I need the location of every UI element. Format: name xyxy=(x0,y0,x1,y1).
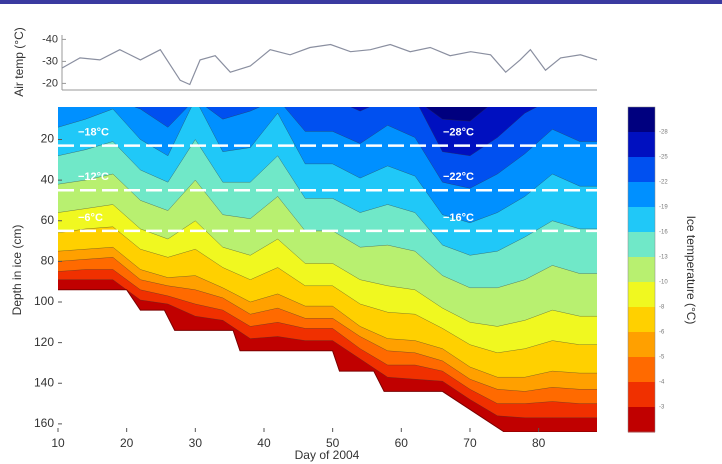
colorbar-band xyxy=(628,157,655,183)
colorbar-tick-label: -8 xyxy=(659,305,665,311)
colorbar-tick-label: -6 xyxy=(659,330,665,336)
colorbar-band xyxy=(628,232,655,258)
colorbar-tick-label: -10 xyxy=(659,280,668,286)
colorbar-tick-label: -13 xyxy=(659,255,668,261)
y-axis-label: Depth in ice (cm) xyxy=(10,225,24,316)
y-tick-label: 80 xyxy=(41,254,55,268)
colorbar-band xyxy=(628,307,655,333)
y-tick-label: 140 xyxy=(34,375,54,389)
contour-plot xyxy=(58,107,597,432)
isotherm-line xyxy=(58,257,597,392)
colorbar-band xyxy=(628,357,655,383)
x-tick-label: 50 xyxy=(326,436,340,450)
x-axis-label: Day of 2004 xyxy=(295,448,360,462)
reference-label: −18°C xyxy=(78,127,109,139)
colorbar-tick-label: -19 xyxy=(659,205,668,211)
y-tick-label: 20 xyxy=(41,132,55,146)
y-tick-label: 60 xyxy=(41,213,55,227)
isotherm-line xyxy=(350,107,538,157)
x-tick-label: 80 xyxy=(532,436,546,450)
colorbar-band xyxy=(628,332,655,358)
y-tick-label: 100 xyxy=(34,294,54,308)
isotherm-line xyxy=(58,204,597,327)
x-tick-label: 20 xyxy=(120,436,134,450)
y-tick-label: -40 xyxy=(42,33,58,45)
y-tick-label: 160 xyxy=(34,416,54,430)
colorbar-band xyxy=(628,107,655,133)
colorbar-frame xyxy=(627,106,656,433)
colorbar-band xyxy=(628,182,655,208)
air-temp-label: Air temp (°C) xyxy=(12,27,26,96)
colorbar-label: Ice temperature (°C) xyxy=(684,216,698,325)
colorbar-tick-label: -16 xyxy=(659,230,668,236)
colorbar-tick-label: -5 xyxy=(659,355,665,361)
colorbar-tick-label: -28 xyxy=(659,130,668,136)
y-tick-label: 120 xyxy=(34,335,54,349)
colorbar-band xyxy=(628,257,655,283)
reference-label: −28°C xyxy=(443,127,474,139)
isotherm-line xyxy=(58,226,597,354)
colorbar-tick-label: -22 xyxy=(659,180,668,186)
reference-label: −22°C xyxy=(443,171,474,183)
y-tick-label: 40 xyxy=(41,172,55,186)
ice-bottom xyxy=(58,289,597,432)
colorbar-tick-label: -4 xyxy=(659,380,665,386)
header-bar xyxy=(0,0,722,4)
colorbar-band xyxy=(628,407,655,433)
colorbar-tick-label: -25 xyxy=(659,155,668,161)
x-tick-label: 30 xyxy=(189,436,203,450)
x-tick-label: 10 xyxy=(51,436,65,450)
x-tick-label: 70 xyxy=(463,436,477,450)
isotherm-line xyxy=(58,139,597,256)
isotherm-line xyxy=(58,269,597,404)
colorbar-band xyxy=(628,207,655,233)
y-tick-label: -20 xyxy=(42,77,58,89)
x-tick-label: 40 xyxy=(257,436,271,450)
colorbar-band xyxy=(628,132,655,158)
band-fill xyxy=(58,279,597,432)
reference-label: −6°C xyxy=(78,212,103,224)
reference-label: −12°C xyxy=(78,171,109,183)
air-temp-line xyxy=(61,43,598,86)
reference-label: −16°C xyxy=(443,212,474,224)
y-tick-label: -30 xyxy=(42,55,58,67)
isotherm-line xyxy=(134,107,597,189)
isotherm-line xyxy=(58,246,597,378)
isotherm-line xyxy=(58,279,597,419)
colorbar-band xyxy=(628,382,655,408)
colorbar-band xyxy=(628,282,655,308)
x-tick-label: 60 xyxy=(395,436,409,450)
colorbar-tick-label: -3 xyxy=(659,405,665,411)
